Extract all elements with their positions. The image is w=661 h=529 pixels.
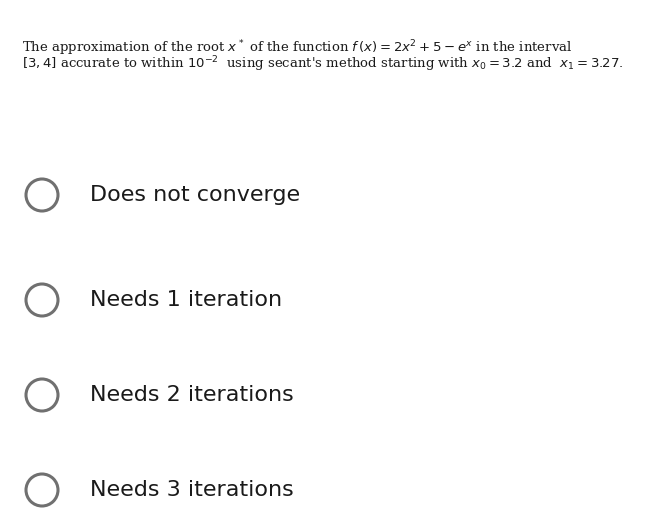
Text: The approximation of the root $x^*$ of the function $f\,(x) = 2x^2 + 5 - e^x$ in: The approximation of the root $x^*$ of t… (22, 38, 572, 58)
Text: Does not converge: Does not converge (90, 185, 300, 205)
Text: Needs 3 iterations: Needs 3 iterations (90, 480, 293, 500)
Text: Needs 1 iteration: Needs 1 iteration (90, 290, 282, 310)
Text: Needs 2 iterations: Needs 2 iterations (90, 385, 293, 405)
Text: $[3,4]$ accurate to within $10^{-2}$  using secant's method starting with $x_0 =: $[3,4]$ accurate to within $10^{-2}$ usi… (22, 54, 623, 74)
